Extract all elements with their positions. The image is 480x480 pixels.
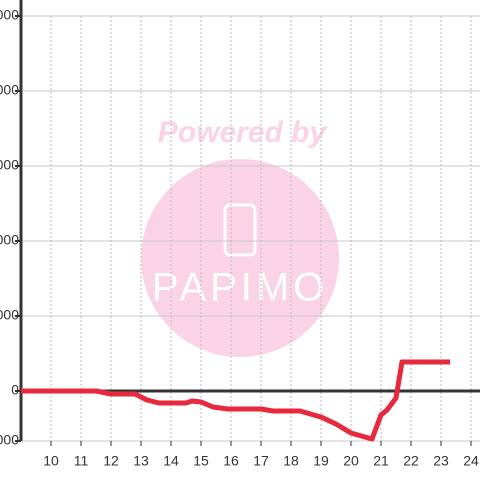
- y-tick-label: 30,000: [0, 307, 19, 323]
- watermark-icon: [223, 203, 257, 257]
- y-tick-label: 150,000: [0, 7, 19, 23]
- data-line: [21, 359, 450, 442]
- x-tick-label: 23: [433, 453, 449, 469]
- x-tick-label: 11: [74, 453, 89, 469]
- x-tick-label: 22: [403, 453, 419, 469]
- x-tick-label: 18: [283, 453, 299, 469]
- x-tick-label: 13: [133, 453, 149, 469]
- y-tick-label: 90,000: [0, 157, 19, 173]
- y-tick-label: 120,000: [0, 82, 19, 98]
- watermark-circle: [141, 159, 339, 357]
- y-tick-label: -20,000: [0, 432, 19, 448]
- watermark-text: Powered by: [158, 116, 328, 149]
- x-tick-label: 14: [163, 453, 179, 469]
- x-tick-label: 21: [373, 453, 389, 469]
- y-tick-label: 0: [11, 382, 19, 398]
- x-tick-label: 15: [193, 453, 209, 469]
- x-tick-label: 17: [253, 453, 269, 469]
- x-tick-label: 12: [103, 453, 119, 469]
- x-tick-label: 20: [343, 453, 359, 469]
- watermark-logo: PAPIMO: [152, 266, 329, 310]
- watermark: Powered by PAPIMO: [141, 116, 339, 357]
- x-tick-label: 24: [463, 453, 479, 469]
- x-tick-label: 10: [43, 453, 59, 469]
- x-tick-label: 16: [223, 453, 239, 469]
- x-tick-label: 19: [313, 453, 329, 469]
- y-tick-label: 60,000: [0, 232, 19, 248]
